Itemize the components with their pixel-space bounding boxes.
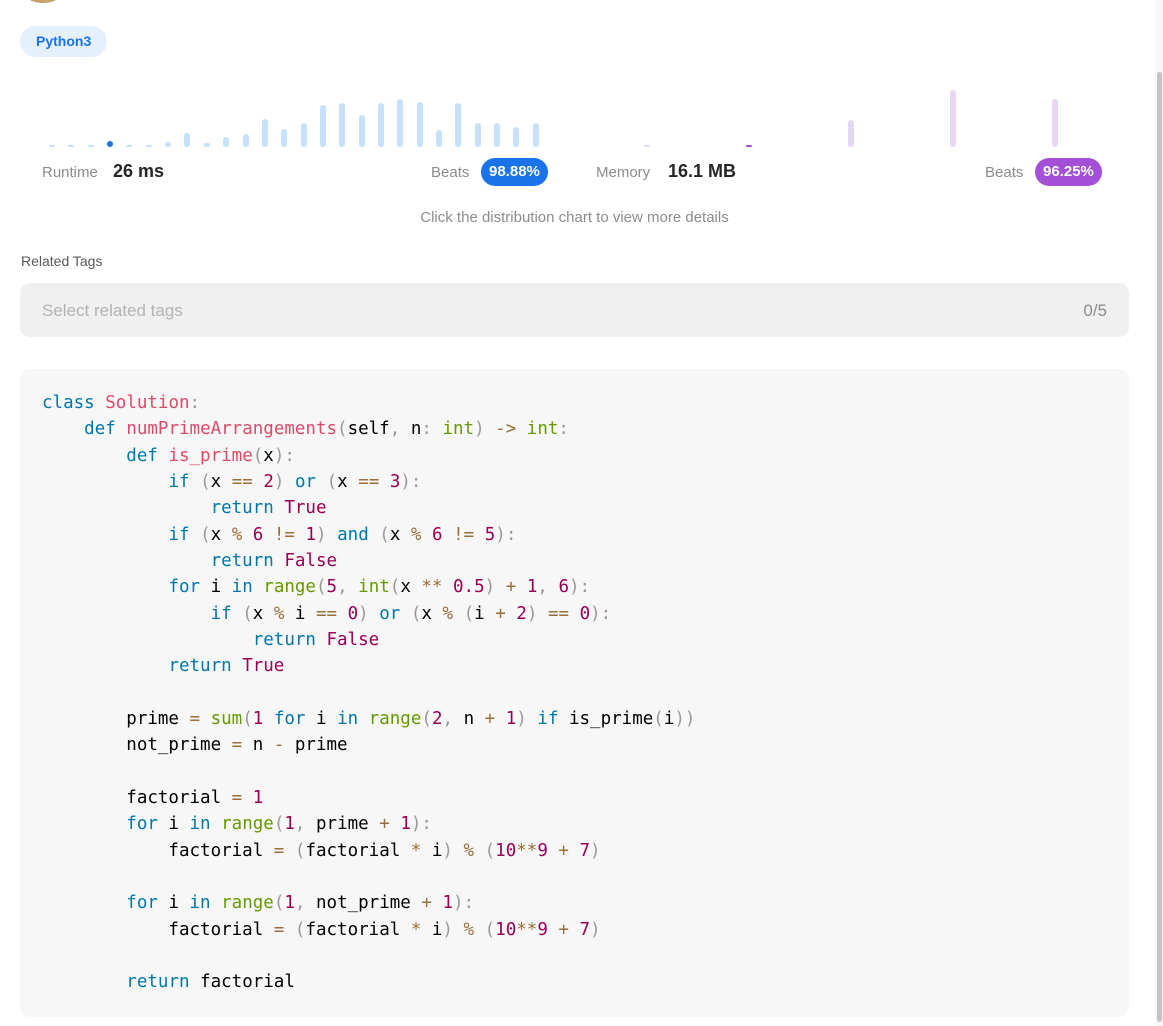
runtime-distribution-bar[interactable] (165, 142, 172, 147)
code-line: for i in range(1, prime + 1): (126, 814, 432, 835)
code-line: return factorial (126, 972, 295, 993)
scrollbar-thumb[interactable] (1157, 72, 1162, 1022)
distribution-hint: Click the distribution chart to view mor… (420, 209, 729, 226)
memory-distribution-bar[interactable] (848, 120, 854, 147)
code-line (42, 759, 695, 785)
code-line: if (x % 6 != 1) and (x % 6 != 5): (168, 524, 517, 545)
code-line (42, 943, 695, 969)
avatar (26, 0, 60, 3)
runtime-distribution-bar[interactable] (223, 137, 230, 147)
memory-beats-label: Beats (985, 164, 1024, 181)
code-line: factorial = (factorial * i) % (10**9 + 7… (42, 840, 601, 861)
runtime-distribution-bar[interactable] (87, 145, 94, 147)
runtime-distribution-bar[interactable] (107, 141, 114, 147)
code-block[interactable]: class Solution: def numPrimeArrangements… (20, 369, 1129, 1017)
code-line: def is_prime(x): (126, 445, 295, 466)
runtime-distribution-bar[interactable] (474, 123, 481, 147)
code-line: for i in range(5, int(x ** 0.5) + 1, 6): (168, 577, 591, 598)
code-line: return True (168, 656, 285, 677)
runtime-distribution-bar[interactable] (377, 103, 384, 147)
runtime-distribution-bar[interactable] (281, 129, 288, 147)
related-tags-select[interactable]: Select related tags 0/5 (20, 283, 1129, 337)
memory-distribution-bar[interactable] (746, 145, 752, 147)
code-line: prime = sum(1 for i in range(2, n + 1) i… (42, 708, 696, 729)
code-line: if (x == 2) or (x == 3): (168, 471, 422, 492)
runtime-value: 26 ms (113, 161, 165, 181)
memory-label: Memory (596, 164, 651, 181)
runtime-distribution-bar[interactable] (532, 123, 539, 147)
memory-value: 16.1 MB (668, 161, 737, 181)
runtime-distribution-bar[interactable] (436, 130, 442, 147)
runtime-label: Runtime (42, 164, 98, 181)
runtime-distribution-bar[interactable] (203, 143, 210, 147)
distribution-chart[interactable] (20, 76, 1130, 150)
runtime-distribution-bar[interactable] (358, 115, 365, 147)
code-line: not_prime = n - prime (42, 735, 348, 756)
related-tags-placeholder: Select related tags (42, 301, 183, 320)
runtime-distribution-bar[interactable] (68, 145, 75, 147)
related-tags-count: 0/5 (1083, 301, 1107, 320)
runtime-distribution-bar[interactable] (494, 123, 501, 147)
code-line (42, 864, 695, 890)
runtime-distribution-bar[interactable] (126, 145, 133, 147)
memory-distribution-bar[interactable] (1052, 99, 1058, 147)
runtime-distribution-bar[interactable] (319, 105, 326, 147)
code-line: return False (252, 629, 380, 650)
runtime-distribution-bar[interactable] (300, 123, 307, 147)
code-line: return True (210, 498, 327, 519)
code-line: factorial = (factorial * i) % (10**9 + 7… (42, 919, 601, 940)
code-line: def numPrimeArrangements(self, n: int) -… (84, 419, 569, 440)
runtime-distribution-bar[interactable] (184, 133, 191, 147)
runtime-distribution-bar[interactable] (339, 103, 346, 147)
code-line: factorial = 1 (42, 787, 264, 808)
runtime-distribution-bar[interactable] (397, 99, 404, 147)
code-lines: class Solution: def numPrimeArrangements… (42, 390, 695, 996)
code-line: return False (210, 550, 338, 571)
code-line: for i in range(1, not_prime + 1): (126, 893, 475, 914)
runtime-distribution-bar[interactable] (416, 102, 423, 147)
code-line (42, 680, 695, 706)
runtime-distribution-bar[interactable] (261, 119, 268, 147)
code-line: class Solution: (42, 393, 201, 413)
memory-distribution-bar[interactable] (950, 90, 956, 147)
related-tags-label: Related Tags (21, 253, 103, 269)
code-line: if (x % i == 0) or (x % (i + 2) == 0): (210, 603, 612, 624)
memory-beats-badge: 96.25% (1035, 158, 1102, 186)
runtime-beats-badge: 98.88% (481, 158, 548, 186)
language-badge[interactable]: Python3 (20, 26, 108, 57)
runtime-distribution-bar[interactable] (455, 103, 462, 147)
runtime-distribution-bar[interactable] (145, 145, 152, 147)
runtime-distribution-bar[interactable] (242, 134, 249, 147)
runtime-distribution-bar[interactable] (513, 127, 520, 147)
runtime-beats-label: Beats (431, 164, 470, 181)
runtime-distribution-bar[interactable] (49, 145, 55, 147)
memory-distribution-bar[interactable] (644, 145, 650, 147)
scrollbar[interactable] (1155, 0, 1163, 1026)
